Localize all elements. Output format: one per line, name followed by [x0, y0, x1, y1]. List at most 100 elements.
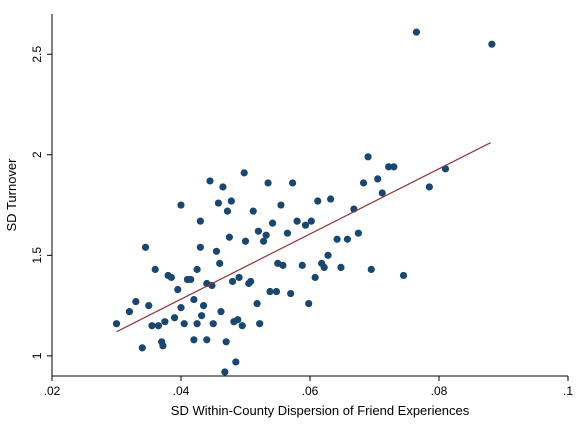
- scatter-point: [232, 358, 240, 366]
- x-axis-ticks: .02 .04 .06 .08 .1: [44, 376, 573, 398]
- x-tick-label: .06: [302, 384, 319, 398]
- scatter-point: [298, 261, 306, 269]
- scatter-point: [354, 229, 362, 237]
- scatter-point: [180, 320, 188, 328]
- scatter-point: [145, 302, 153, 310]
- scatter-point: [217, 308, 225, 316]
- scatter-point: [272, 287, 281, 296]
- scatter-point: [222, 338, 230, 346]
- scatter-point: [159, 342, 167, 350]
- scatter-point: [154, 322, 163, 330]
- scatter-point: [225, 233, 233, 241]
- scatter-point: [229, 277, 237, 286]
- scatter-point: [288, 179, 297, 187]
- scatter-point: [364, 153, 372, 161]
- scatter-point: [138, 344, 146, 352]
- scatter-point: [333, 235, 341, 243]
- scatter-point: [196, 217, 204, 225]
- scatter-point: [148, 322, 156, 330]
- scatter-point: [293, 217, 301, 225]
- y-tick-label: 1: [30, 352, 44, 359]
- scatter-point: [327, 195, 335, 203]
- scatter-point: [253, 300, 261, 308]
- scatter-point: [359, 179, 368, 187]
- scatter-point: [240, 169, 248, 177]
- y-axis-title: SD Turnover: [4, 158, 19, 232]
- scatter-point: [425, 183, 433, 191]
- scatter-point: [343, 235, 352, 243]
- scatter-point: [212, 247, 221, 255]
- scatter-point: [378, 189, 386, 197]
- scatter-point: [199, 302, 208, 310]
- scatter-point: [177, 201, 185, 209]
- scatter-point: [324, 251, 332, 259]
- scatter-point: [203, 336, 211, 344]
- scatter-point: [307, 217, 315, 225]
- scatter-points: [112, 28, 496, 376]
- scatter-point: [141, 243, 150, 251]
- scatter-point: [193, 265, 201, 274]
- scatter-point: [132, 297, 140, 306]
- scatter-point: [177, 304, 185, 312]
- scatter-point: [412, 28, 421, 36]
- scatter-point: [247, 277, 255, 286]
- x-tick-label: .1: [563, 384, 573, 398]
- scatter-point: [221, 368, 229, 376]
- scatter-point: [374, 175, 382, 183]
- scatter-point: [287, 289, 295, 298]
- scatter-point: [167, 273, 175, 282]
- scatter-point: [216, 259, 224, 267]
- scatter-point: [385, 163, 393, 171]
- x-tick-label: .08: [431, 384, 448, 398]
- scatter-point: [174, 285, 182, 294]
- scatter-point: [314, 197, 322, 205]
- scatter-point: [259, 237, 268, 245]
- scatter-point: [311, 273, 319, 282]
- scatter-point: [337, 263, 345, 271]
- scatter-point: [170, 314, 179, 322]
- scatter-point: [208, 281, 216, 290]
- scatter-point: [234, 316, 242, 324]
- scatter-point: [125, 308, 133, 316]
- scatter-point: [196, 243, 204, 251]
- scatter-point: [488, 40, 496, 48]
- scatter-point: [390, 163, 398, 171]
- scatter-point: [238, 322, 246, 330]
- scatter-point: [320, 263, 328, 271]
- scatter-point: [367, 265, 375, 274]
- scatter-point: [249, 207, 257, 215]
- scatter-point: [262, 231, 270, 239]
- scatter-point: [161, 318, 169, 326]
- scatter-point: [266, 287, 274, 296]
- y-tick-label: 2.5: [30, 46, 44, 63]
- scatter-point: [227, 197, 235, 205]
- scatter-point: [112, 320, 121, 328]
- scatter-point: [190, 295, 198, 304]
- scatter-point: [301, 221, 310, 229]
- scatter-point: [283, 229, 292, 237]
- scatter-point: [256, 320, 264, 328]
- scatter-point: [219, 183, 227, 191]
- scatter-point: [151, 265, 159, 274]
- scatter-point: [268, 219, 277, 227]
- scatter-point: [187, 275, 195, 284]
- scatter-point: [279, 261, 287, 269]
- scatter-point: [209, 320, 217, 328]
- scatter-point: [277, 201, 285, 209]
- fit-line: [116, 142, 491, 333]
- scatter-point: [223, 207, 232, 215]
- scatter-point: [305, 300, 313, 308]
- scatter-point: [254, 227, 262, 235]
- scatter-point: [264, 179, 272, 187]
- y-tick-label: 2: [30, 151, 44, 158]
- y-tick-label: 1.5: [30, 247, 44, 264]
- x-tick-label: .04: [173, 384, 190, 398]
- scatter-point: [206, 177, 214, 185]
- scatter-point: [190, 336, 198, 344]
- scatter-point: [399, 271, 408, 280]
- scatter-point: [193, 320, 201, 328]
- x-axis-title: SD Within-County Dispersion of Friend Ex…: [171, 403, 470, 418]
- scatter-point: [198, 312, 206, 320]
